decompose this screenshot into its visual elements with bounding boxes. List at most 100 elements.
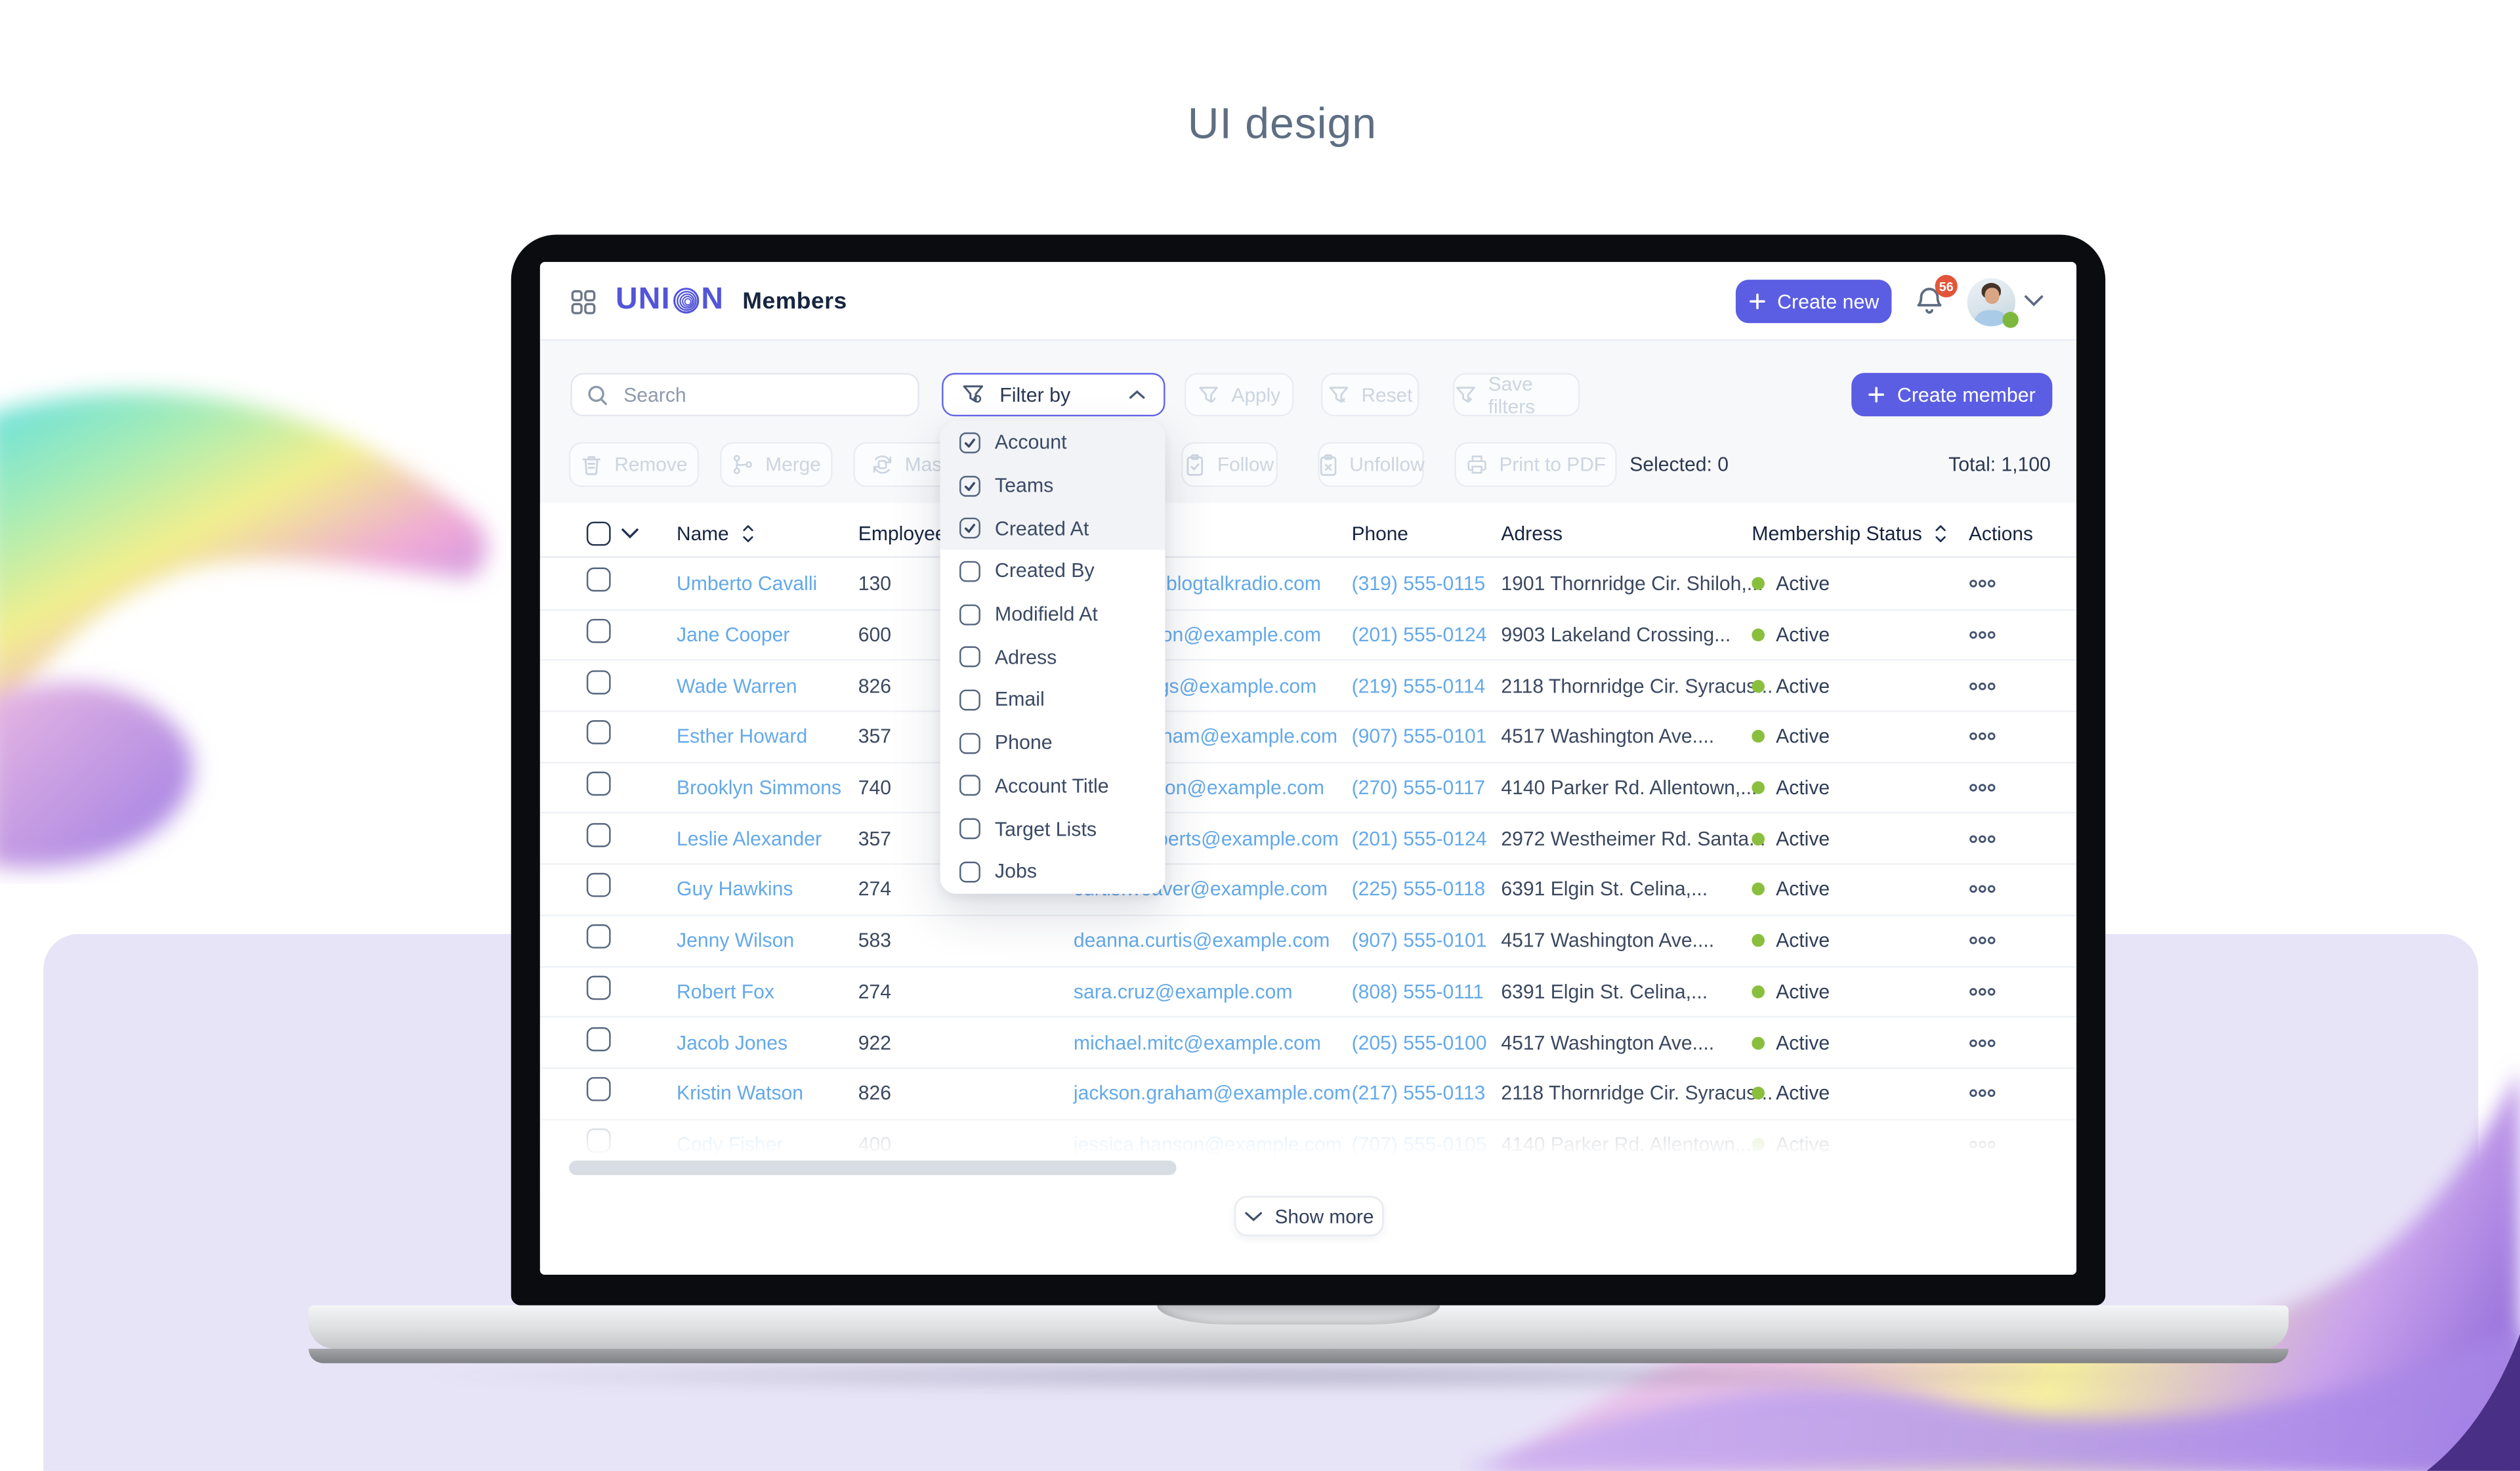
member-name-link[interactable]: Jane Cooper [677,624,790,647]
sort-icon[interactable] [740,524,755,543]
column-header-employee[interactable]: Employee [858,522,946,545]
apps-grid-icon[interactable] [570,289,596,315]
row-checkbox[interactable] [586,822,611,847]
row-actions-button[interactable] [1969,672,1996,700]
row-actions-button[interactable] [1969,723,1996,752]
filter-option[interactable]: Email [940,678,1166,722]
member-email-link[interactable]: deanna.curtis@example.com [1073,929,1330,952]
row-checkbox[interactable] [586,975,611,1000]
show-more-button[interactable]: Show more [1234,1196,1384,1237]
filter-option[interactable]: Teams [940,463,1166,507]
member-phone-link[interactable]: (201) 555-0124 [1351,827,1487,850]
filter-option-checkbox[interactable] [959,775,980,797]
active-status-dot [1752,934,1765,947]
print-to-pdf-button[interactable]: Print to PDF [1454,442,1617,488]
member-phone-link[interactable]: (205) 555-0100 [1351,1031,1487,1054]
unfollow-button[interactable]: Unfollow [1318,442,1425,488]
row-checkbox[interactable] [586,771,611,796]
member-phone-link[interactable]: (201) 555-0124 [1351,624,1487,647]
filter-option-checkbox[interactable] [959,647,980,668]
sort-icon[interactable] [1933,524,1948,543]
filter-option-checkbox[interactable] [959,432,980,454]
remove-button[interactable]: Remove [568,442,700,488]
row-checkbox[interactable] [586,873,611,898]
row-actions-button[interactable] [1969,875,1996,904]
filter-option-label: Target Lists [994,817,1097,840]
filter-option[interactable]: Account Title [940,764,1166,807]
filter-option-checkbox[interactable] [959,561,980,582]
member-name-link[interactable]: Umberto Cavalli [677,572,818,595]
member-phone-link[interactable]: (907) 555-0101 [1351,725,1487,748]
search-input[interactable] [620,381,904,408]
profile-chevron-down-icon[interactable] [2023,294,2044,307]
filter-option[interactable]: Modifield At [940,593,1166,636]
row-actions-button[interactable] [1969,1028,1996,1057]
select-all-checkbox[interactable] [586,521,611,546]
apply-filters-button[interactable]: Apply [1184,373,1294,417]
select-menu-chevron-icon[interactable] [620,527,639,540]
follow-button[interactable]: Follow [1181,442,1278,488]
member-name-link[interactable]: Brooklyn Simmons [677,777,842,799]
column-header-address[interactable]: Adress [1501,522,1563,545]
column-header-phone[interactable]: Phone [1351,522,1408,545]
reset-filters-button[interactable]: Reset [1321,373,1419,417]
merge-button[interactable]: Merge [720,442,833,488]
create-new-button[interactable]: Create new [1735,280,1892,324]
logo-text-pre: UNI [615,283,671,317]
filter-option-checkbox[interactable] [959,475,980,496]
row-checkbox[interactable] [586,568,611,593]
filter-option[interactable]: Phone [940,721,1166,765]
member-email-link[interactable]: sara.cruz@example.com [1073,980,1293,1003]
member-phone-link[interactable]: (219) 555-0114 [1351,674,1486,698]
column-header-name[interactable]: Name [677,522,755,545]
filter-option-checkbox[interactable] [959,732,980,754]
row-actions-button[interactable] [1969,773,1996,802]
row-checkbox[interactable] [586,1026,611,1051]
check-icon [964,524,975,534]
save-filters-button[interactable]: Save filters [1452,372,1580,417]
filter-by-button[interactable]: Filter by [942,373,1166,417]
row-actions-button[interactable] [1969,620,1996,649]
filter-option[interactable]: Jobs [940,850,1166,893]
member-name-link[interactable]: Jenny Wilson [677,929,795,952]
member-name-link[interactable]: Wade Warren [677,674,797,698]
row-checkbox[interactable] [586,670,611,694]
filter-option[interactable]: Target Lists [940,807,1166,851]
member-name-link[interactable]: Robert Fox [677,980,774,1003]
create-member-button[interactable]: Create member [1851,373,2053,417]
member-phone-link[interactable]: (270) 555-0117 [1351,777,1486,799]
member-phone-link[interactable]: (225) 555-0118 [1351,878,1486,901]
notifications-button[interactable]: 56 [1914,274,1958,320]
filter-option[interactable]: Created At [940,507,1166,550]
row-actions-button[interactable] [1969,824,1996,853]
row-checkbox[interactable] [586,721,611,745]
filter-option[interactable]: Created By [940,549,1166,593]
filter-option-checkbox[interactable] [959,689,980,711]
filter-option-checkbox[interactable] [959,518,980,539]
member-phone-link[interactable]: (319) 555-0115 [1351,572,1486,595]
filter-option-checkbox[interactable] [959,603,980,625]
member-name-link[interactable]: Esther Howard [677,725,808,748]
member-name-link[interactable]: Jacob Jones [677,1031,788,1054]
merge-icon [734,455,753,475]
member-phone-link[interactable]: (907) 555-0101 [1351,929,1487,952]
member-name-link[interactable]: Leslie Alexander [677,827,822,850]
row-checkbox[interactable] [586,924,611,949]
filter-option-checkbox[interactable] [959,818,980,840]
row-checkbox[interactable] [586,618,611,643]
row-actions-button[interactable] [1969,926,1996,955]
filter-option[interactable]: Account [940,421,1166,464]
laptop-base-edge [308,1348,2289,1363]
user-avatar[interactable] [1967,278,2019,328]
horizontal-scrollbar[interactable] [568,1161,1177,1176]
row-actions-button[interactable] [1969,977,1996,1006]
filter-option[interactable]: Adress [940,635,1166,679]
row-actions-button[interactable] [1969,1079,1996,1108]
row-actions-button[interactable] [1969,570,1996,599]
filter-option-checkbox[interactable] [959,861,980,882]
union-logo[interactable]: UNI N [616,283,724,318]
member-name-link[interactable]: Guy Hawkins [677,878,793,901]
member-email-link[interactable]: michael.mitc@example.com [1073,1031,1321,1054]
member-phone-link[interactable]: (808) 555-0111 [1351,980,1484,1003]
column-header-status[interactable]: Membership Status [1752,522,1948,545]
